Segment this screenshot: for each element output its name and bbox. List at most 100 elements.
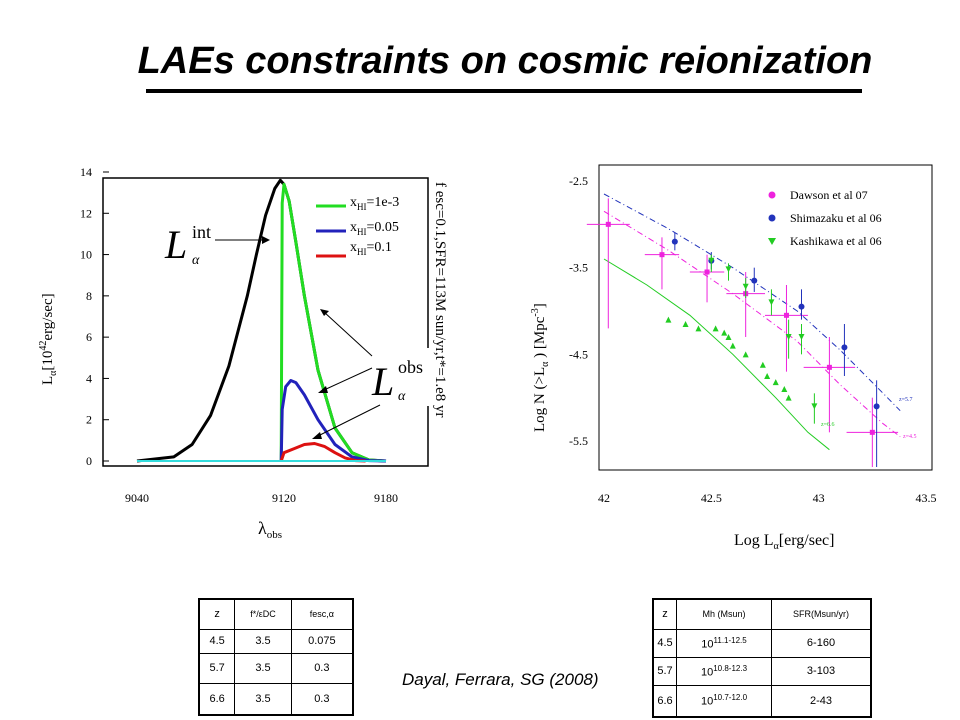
data-point-1-1 <box>708 257 715 264</box>
svg-text:L: L <box>164 222 187 267</box>
left-y-tick-label: 8 <box>86 289 92 303</box>
curve-label-z45: z=4.5 <box>903 434 917 440</box>
svg-text:int: int <box>192 222 211 242</box>
left-side-note: f esc=0.1,SFR=113M sun/yr,t*=1.e8 yr <box>432 182 448 417</box>
data-point-3-10 <box>772 379 779 386</box>
model-curve-2 <box>603 258 830 451</box>
left-x-tick-label: 9120 <box>272 491 296 505</box>
data-point-3-12 <box>785 394 792 401</box>
table-header: SFR(Msun/yr) <box>771 598 872 630</box>
left-series-line-2 <box>279 379 387 463</box>
svg-text:α: α <box>398 389 406 404</box>
legend-label-kashikawa: Kashikawa et al 06 <box>790 234 882 248</box>
right-y-tick-label: -2.5 <box>569 174 588 188</box>
svg-text:α: α <box>192 253 200 268</box>
data-point-0-0 <box>605 221 611 227</box>
data-point-3-9 <box>764 373 771 379</box>
data-point-0-6 <box>869 429 875 435</box>
table-header: z <box>652 598 677 630</box>
left-y-tick-label: 10 <box>80 248 92 262</box>
legend-marker-dawson <box>768 191 776 199</box>
table-header: Mh (Msun) <box>676 598 772 630</box>
svg-text:obs: obs <box>398 357 423 377</box>
table-header: z <box>198 598 236 630</box>
table-header: fesc,α <box>290 598 354 630</box>
data-point-1-2 <box>751 277 758 284</box>
data-point-0-4 <box>783 312 789 318</box>
data-point-0-5 <box>826 364 832 370</box>
data-point-3-0 <box>665 316 672 323</box>
legend-label-shimazaku: Shimazaku et al 06 <box>790 211 882 225</box>
data-point-2-2 <box>742 283 749 290</box>
data-point-3-4 <box>721 329 728 336</box>
right-y-ticks: -2.5 -3.5 -4.5 -5.5 <box>569 174 588 448</box>
data-point-3-11 <box>781 386 788 392</box>
left-y-tick-label: 0 <box>86 454 92 468</box>
left-y-ticks: 0 2 4 6 8 10 12 14 <box>80 165 109 468</box>
halo-mass-table: z Mh (Msun) SFR(Msun/yr) 4.5 1011.1-12.5… <box>652 598 872 718</box>
legend-label-2: xHI=0.05 <box>350 220 399 237</box>
data-point-0-3 <box>743 291 749 297</box>
data-point-2-1 <box>725 266 732 273</box>
data-point-3-5 <box>725 334 732 340</box>
table-header: f*/εDC <box>234 598 292 630</box>
left-x-axis-label: λobs <box>258 518 282 541</box>
left-legend: xHI=1e-3 xHI=0.05 xHI=0.1 <box>316 195 399 258</box>
right-x-tick-label: 43.5 <box>916 491 937 505</box>
table-row: 6.6 1010.7-12.0 2-43 <box>652 684 872 718</box>
annotation-l-int: L int α <box>164 222 270 268</box>
table-row: 6.6 3.5 0.3 <box>198 682 354 716</box>
title-underline <box>146 89 862 93</box>
table-row: 5.7 1010.8-12.3 3-103 <box>652 656 872 686</box>
data-point-0-1 <box>659 252 665 258</box>
data-point-1-5 <box>873 403 880 410</box>
left-x-tick-label: 9180 <box>374 491 398 505</box>
legend-marker-kashikawa <box>768 238 776 245</box>
right-legend: Dawson et al 07 Shimazaku et al 06 Kashi… <box>768 188 882 248</box>
data-point-3-2 <box>695 325 702 332</box>
page-title: LAEs constraints on cosmic reionization <box>137 40 873 82</box>
data-point-1-3 <box>798 303 805 310</box>
right-y-tick-label: -3.5 <box>569 261 588 275</box>
data-point-3-3 <box>712 325 719 332</box>
data-point-3-6 <box>729 342 736 349</box>
right-y-tick-label: -5.5 <box>569 434 588 448</box>
model-curve-1 <box>603 210 901 438</box>
left-x-ticks: 9040 9120 9180 <box>125 491 398 505</box>
left-x-tick-label: 9040 <box>125 491 149 505</box>
curve-label-z57: z=5.7 <box>899 397 913 403</box>
data-point-2-3 <box>768 299 775 306</box>
data-point-1-0 <box>671 238 678 245</box>
right-x-ticks: 42 42.5 43 43.5 <box>598 491 937 505</box>
data-point-1-4 <box>841 344 848 351</box>
right-y-axis-label: Log N (>Lα ) [Mpc-3] <box>530 303 551 432</box>
table-row: 4.5 3.5 0.075 <box>198 628 354 654</box>
data-point-2-6 <box>811 403 818 410</box>
right-model-curves <box>603 193 901 451</box>
data-point-3-1 <box>682 321 689 327</box>
left-series-line-1 <box>279 182 387 463</box>
right-data-points <box>586 198 899 467</box>
data-point-2-5 <box>798 334 805 340</box>
left-y-tick-label: 12 <box>80 206 92 220</box>
left-plot-frame <box>102 177 429 467</box>
left-y-tick-label: 4 <box>86 371 92 385</box>
data-point-3-7 <box>742 351 749 358</box>
model-curve-0 <box>603 193 901 412</box>
lyman-alpha-profile-chart: 0 2 4 6 8 10 12 14 9040 9120 9180 xHI=1e-3 xHI=0.… <box>38 165 448 541</box>
right-x-tick-label: 42 <box>598 491 610 505</box>
citation: Dayal, Ferrara, SG (2008) <box>402 670 599 689</box>
table-row: 4.5 1011.1-12.5 6-160 <box>652 628 872 658</box>
legend-label-1: xHI=1e-3 <box>350 195 399 212</box>
right-plot-frame <box>598 164 933 471</box>
left-y-tick-label: 14 <box>80 165 92 179</box>
left-y-tick-label: 2 <box>86 413 92 427</box>
data-point-2-0 <box>708 257 715 264</box>
data-point-2-4 <box>785 334 792 340</box>
left-series-line-3 <box>279 442 366 463</box>
curve-label-z66: z=6.6 <box>821 422 835 428</box>
left-y-tick-label: 6 <box>86 330 92 344</box>
right-y-tick-label: -4.5 <box>569 347 588 361</box>
legend-marker-shimazaku <box>768 214 776 222</box>
right-x-tick-label: 42.5 <box>701 491 722 505</box>
